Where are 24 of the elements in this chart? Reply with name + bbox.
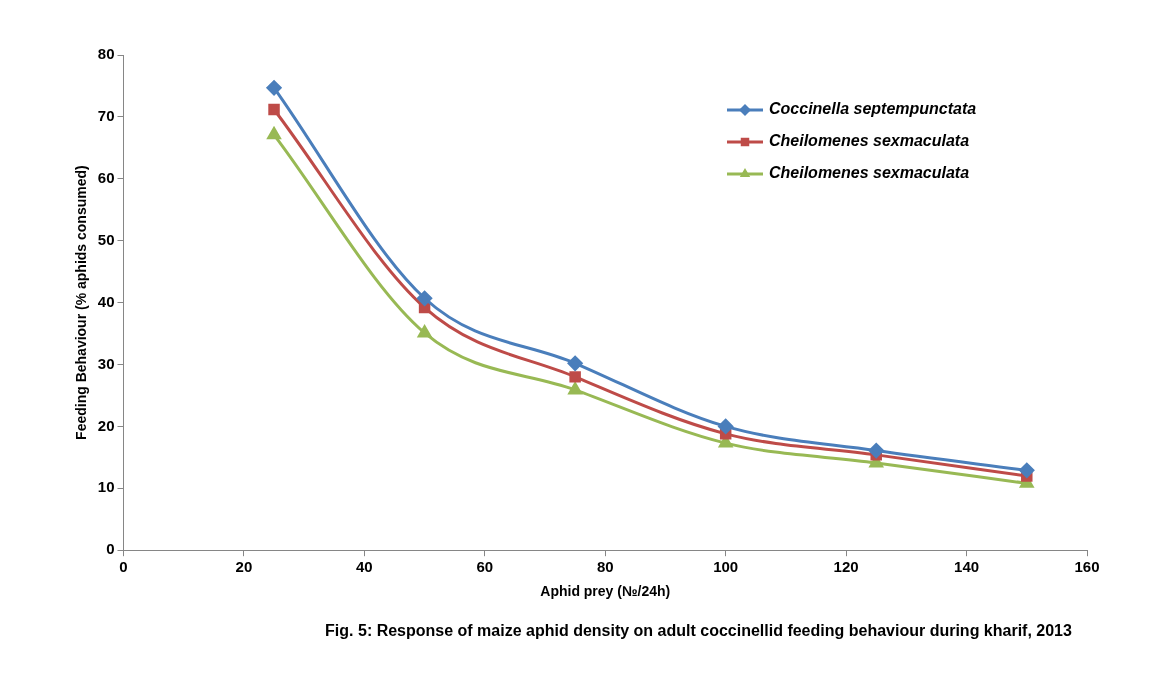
x-tick-label: 60 (476, 558, 494, 576)
x-tick-label: 20 (235, 558, 253, 576)
x-tick-label: 120 (833, 558, 859, 576)
y-axis-title: Feeding Behaviour (% aphids consumed) (73, 165, 90, 440)
y-tick-label: 70 (97, 107, 115, 125)
y-tick-label: 60 (97, 168, 115, 186)
y-tick-label: 20 (97, 416, 115, 434)
x-tick-label: 0 (119, 558, 128, 576)
x-tick-label: 100 (713, 558, 739, 576)
legend-label: Cheilomenes sexmaculata (769, 164, 970, 182)
y-tick-label: 30 (97, 354, 115, 372)
legend-label: Coccinella septempunctata (769, 100, 977, 118)
x-tick-label: 160 (1074, 558, 1100, 576)
y-tick-label: 0 (106, 540, 115, 558)
x-tick-label: 80 (596, 558, 614, 576)
x-axis-title: Aphid prey (№/24h) (540, 583, 671, 600)
y-tick-label: 50 (97, 230, 115, 248)
caption: Fig. 5: Response of maize aphid density on adult coccinellid feeding behaviour during kharif, 2013 (324, 622, 1073, 640)
legend-label: Cheilomenes sexmaculata (769, 132, 970, 150)
x-tick-label: 140 (954, 558, 980, 576)
y-tick-label: 80 (97, 45, 115, 63)
x-tick-label: 40 (356, 558, 373, 576)
y-tick-label: 40 (97, 292, 115, 310)
y-tick-label: 10 (97, 478, 115, 496)
